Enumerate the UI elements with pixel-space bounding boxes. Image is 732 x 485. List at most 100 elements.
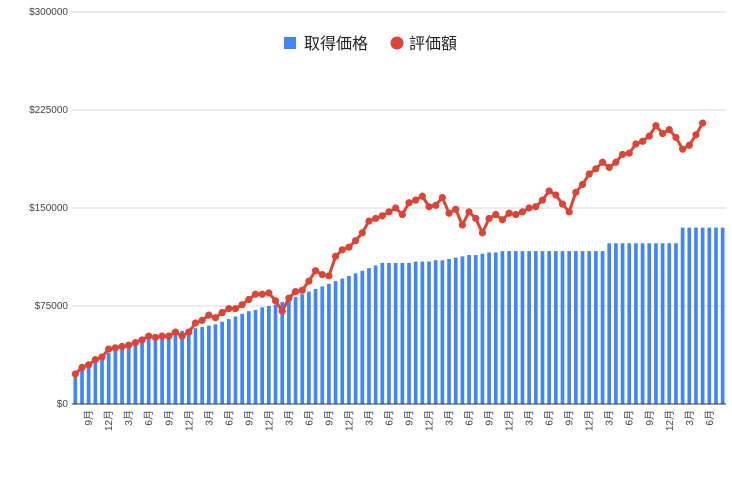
line-point bbox=[245, 295, 253, 304]
x-tick-label: 12月 bbox=[504, 410, 516, 431]
bar bbox=[180, 330, 184, 404]
bar bbox=[654, 243, 658, 404]
bar bbox=[493, 252, 498, 404]
bar bbox=[200, 326, 204, 404]
bar bbox=[580, 251, 585, 404]
bar bbox=[427, 261, 431, 404]
bar bbox=[173, 332, 178, 404]
bar bbox=[80, 368, 84, 404]
bar bbox=[620, 243, 625, 404]
legend-label-valuation: 評価額 bbox=[409, 34, 457, 53]
bar bbox=[720, 227, 725, 404]
bar bbox=[600, 251, 605, 404]
line-point bbox=[572, 188, 580, 196]
line-point bbox=[525, 204, 533, 212]
bar bbox=[93, 360, 98, 404]
line-point bbox=[465, 208, 473, 216]
line-point bbox=[392, 204, 400, 212]
bar bbox=[694, 227, 698, 404]
line-point bbox=[592, 165, 600, 173]
line-point bbox=[632, 140, 640, 148]
line-point bbox=[478, 229, 487, 237]
x-tick-label: 9月 bbox=[83, 410, 95, 426]
line-point bbox=[338, 246, 346, 254]
bar bbox=[540, 251, 545, 404]
x-tick-label: 9月 bbox=[564, 410, 576, 426]
line-point bbox=[612, 158, 620, 166]
x-tick-label: 3月 bbox=[684, 410, 696, 426]
bar bbox=[86, 364, 91, 404]
bar bbox=[707, 227, 712, 404]
bar bbox=[313, 289, 318, 404]
line-point bbox=[285, 294, 293, 302]
line-point bbox=[345, 243, 353, 251]
bar bbox=[473, 255, 478, 404]
bar bbox=[520, 251, 525, 404]
bar bbox=[260, 307, 265, 404]
x-tick-label: 6月 bbox=[624, 410, 636, 426]
line-point bbox=[472, 214, 480, 223]
x-tick-label: 9月 bbox=[163, 410, 175, 426]
legend-label-acquisition-price: 取得価格 bbox=[304, 34, 368, 53]
line-point bbox=[518, 208, 527, 216]
bar bbox=[413, 261, 418, 404]
legend-swatch-valuation bbox=[390, 36, 404, 50]
line-point bbox=[138, 336, 146, 344]
line-point bbox=[291, 288, 300, 296]
line-point bbox=[151, 333, 160, 341]
line-point bbox=[458, 221, 466, 229]
line-point bbox=[271, 297, 280, 305]
x-tick-label: 12月 bbox=[183, 410, 195, 431]
bar bbox=[640, 243, 645, 404]
bar bbox=[120, 346, 124, 404]
bar bbox=[280, 302, 285, 404]
line-point bbox=[318, 271, 326, 279]
line-point bbox=[432, 201, 440, 209]
line-point bbox=[158, 332, 166, 340]
line-point bbox=[71, 370, 79, 378]
bar bbox=[467, 255, 471, 404]
line-point bbox=[679, 145, 687, 153]
bar bbox=[293, 296, 298, 404]
bar bbox=[587, 251, 592, 404]
bar bbox=[487, 252, 491, 404]
bar bbox=[687, 227, 692, 404]
bar bbox=[153, 336, 158, 404]
line-point bbox=[585, 170, 593, 178]
line-point bbox=[118, 342, 126, 351]
bar bbox=[447, 258, 451, 404]
line-point bbox=[605, 163, 613, 172]
line-point bbox=[298, 286, 306, 294]
bar bbox=[300, 294, 305, 404]
line-point bbox=[692, 131, 700, 139]
line-point bbox=[652, 122, 660, 130]
x-tick-label: 6月 bbox=[544, 410, 556, 426]
bar bbox=[680, 227, 685, 404]
line-point bbox=[659, 129, 667, 138]
bar bbox=[700, 227, 705, 404]
line-point bbox=[85, 361, 93, 369]
bar bbox=[433, 260, 438, 404]
bar bbox=[220, 321, 224, 404]
line-point bbox=[405, 199, 413, 207]
line-point bbox=[105, 345, 113, 353]
line-point bbox=[532, 203, 540, 211]
bar bbox=[460, 256, 465, 404]
bar bbox=[400, 262, 405, 404]
x-tick-label: 9月 bbox=[484, 410, 496, 426]
x-tick-label: 12月 bbox=[103, 410, 115, 431]
bar bbox=[547, 251, 551, 404]
bar bbox=[714, 227, 718, 404]
line-point bbox=[145, 332, 153, 340]
bar bbox=[307, 291, 311, 404]
legend: 取得価格 評価額 bbox=[284, 34, 457, 53]
x-tick-label: 3月 bbox=[283, 410, 295, 426]
bar bbox=[226, 319, 231, 404]
legend-swatch-acquisition-price bbox=[284, 37, 296, 49]
line-point bbox=[205, 311, 213, 319]
line-point bbox=[218, 308, 226, 317]
bar bbox=[347, 275, 351, 404]
line-point bbox=[538, 196, 547, 204]
bar bbox=[253, 309, 258, 404]
